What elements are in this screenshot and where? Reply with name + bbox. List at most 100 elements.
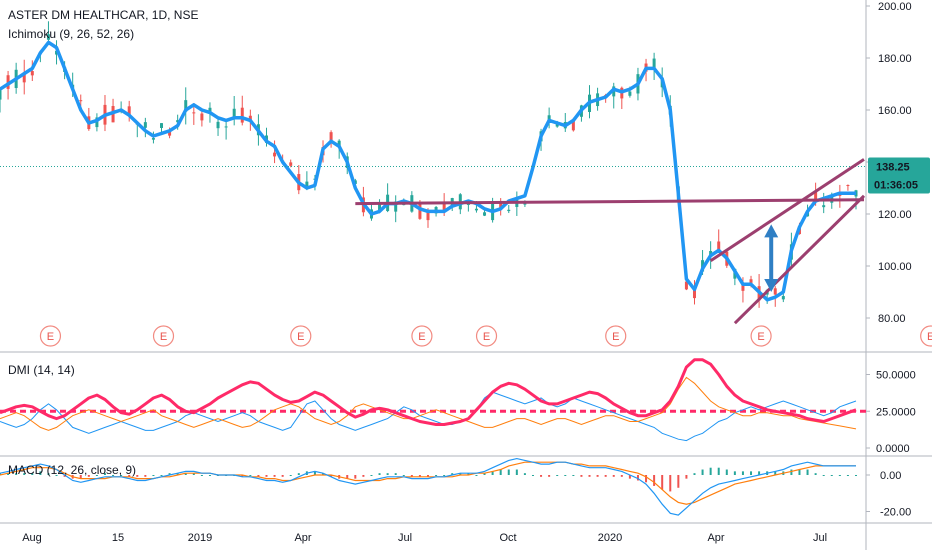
macd-histogram-bar [758, 471, 761, 475]
macd-histogram-bar [103, 473, 106, 475]
candle-body [0, 89, 2, 100]
macd-histogram-bar [370, 475, 373, 476]
macd-histogram-bar [661, 475, 664, 490]
macd-histogram-bar [128, 475, 131, 477]
macd-histogram-bar [451, 473, 454, 475]
macd-histogram-bar [281, 475, 284, 477]
candle-body [822, 205, 826, 208]
price-tick-label: 120.00 [878, 209, 912, 221]
macd-histogram-bar [330, 475, 333, 477]
candle-body [176, 120, 180, 123]
candle-body [232, 108, 236, 120]
candle-body [95, 117, 99, 128]
macd-histogram-bar [556, 475, 559, 476]
price-tick-label: 200.00 [878, 1, 912, 13]
candle-body [846, 185, 850, 187]
price-badge-value: 138.25 [876, 162, 910, 174]
macd-histogram-bar [394, 473, 397, 475]
macd-histogram-bar [645, 475, 648, 483]
earnings-marker [152, 325, 175, 347]
earnings-marker-label: E [160, 331, 167, 343]
macd-histogram-bar [120, 475, 123, 476]
earnings-marker-label: E [927, 331, 932, 343]
macd-histogram-bar [249, 475, 252, 476]
candle-body [79, 100, 83, 102]
macd-histogram-bar [564, 475, 567, 476]
macd-histogram-bar [846, 475, 849, 476]
candle-body [208, 107, 212, 113]
macd-histogram-bar [588, 475, 591, 477]
candle-body [814, 191, 818, 200]
macd-histogram-bar [410, 475, 413, 477]
candle-body [273, 152, 277, 157]
macd-histogram-bar [386, 473, 389, 475]
price-tick-label: 160.00 [878, 105, 912, 117]
candle-body [30, 71, 34, 76]
macd-histogram-bar [160, 475, 163, 476]
price-badge [868, 157, 930, 194]
macd-histogram-bar [572, 475, 575, 476]
candle-body [216, 121, 220, 129]
macd-histogram-bar [79, 475, 82, 479]
earnings-marker-label: E [757, 331, 764, 343]
dmi-adx-line [0, 358, 857, 426]
time-tick-label: 2019 [188, 532, 212, 544]
macd-histogram-bar [612, 475, 615, 477]
candle-body [192, 112, 196, 114]
candle-body [22, 72, 26, 83]
time-tick-label: 15 [112, 532, 124, 544]
macd-histogram-bar [540, 475, 543, 477]
macd-histogram-bar [548, 475, 551, 477]
earnings-marker [411, 325, 433, 347]
macd-histogram-bar [31, 473, 34, 475]
macd-legend: MACD (12, 26, close, 9) [8, 463, 137, 477]
macd-histogram-bar [362, 475, 365, 477]
macd-histogram-bar [499, 469, 502, 475]
macd-histogram-bar [515, 469, 518, 475]
candle-body [151, 138, 155, 140]
resistance-line [355, 198, 865, 206]
arrow-head-down [764, 279, 779, 292]
candle-body [394, 201, 398, 212]
candle-body [337, 140, 341, 148]
candle-body [773, 288, 777, 295]
candle-body [378, 204, 382, 212]
candle-body [353, 180, 357, 184]
macd-histogram-bar [297, 473, 300, 475]
macd-histogram-bar [750, 471, 753, 475]
macd-tick-label: -20.00 [880, 507, 911, 519]
macd-histogram-bar [55, 475, 58, 476]
macd-histogram-bar [596, 475, 599, 477]
candle-body [46, 34, 50, 40]
macd-histogram-bar [798, 469, 801, 475]
earnings-marker-label: E [483, 331, 490, 343]
macd-histogram-bar [378, 473, 381, 475]
macd-histogram-bar [733, 471, 736, 475]
macd-tick-label: 0.00 [880, 470, 901, 482]
macd-histogram-bar [273, 475, 276, 477]
earnings-marker-label: E [612, 331, 619, 343]
candle-body [426, 210, 430, 221]
macd-histogram-bar [790, 469, 793, 475]
macd-histogram-bar [653, 475, 656, 486]
macd-histogram-bar [814, 473, 817, 475]
macd-histogram-bar [685, 475, 688, 479]
macd-histogram-bar [39, 471, 42, 475]
macd-histogram-bar [838, 475, 841, 476]
time-tick-label: Oct [499, 532, 516, 544]
macd-histogram-bar [152, 475, 155, 476]
macd-histogram-bar [15, 473, 18, 475]
candle-body [289, 162, 293, 166]
macd-histogram-bar [467, 473, 470, 475]
earnings-marker [920, 325, 932, 347]
macd-histogram-bar [717, 467, 720, 475]
macd-histogram-bar [184, 473, 187, 475]
candle-body [781, 296, 785, 300]
earnings-marker [475, 325, 498, 347]
macd-histogram-bar [427, 475, 429, 477]
candle-body [305, 181, 309, 189]
macd-histogram-bar [95, 475, 98, 476]
earnings-marker-label: E [418, 331, 425, 343]
time-tick-label: Jul [398, 532, 412, 544]
